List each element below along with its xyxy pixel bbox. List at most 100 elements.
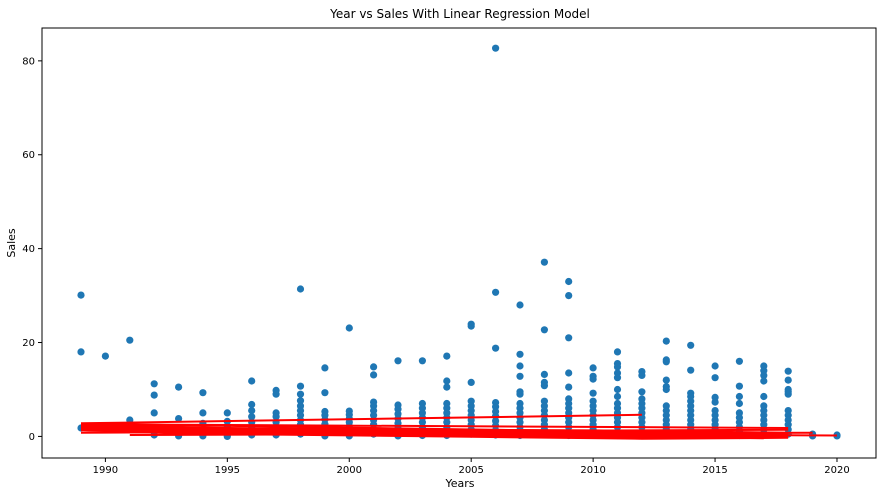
data-point [150, 409, 158, 417]
data-point [321, 364, 329, 372]
data-point [443, 377, 451, 385]
data-point [613, 385, 622, 394]
data-point [613, 374, 622, 382]
data-point [516, 390, 524, 398]
data-point [77, 291, 85, 299]
x-tick-label: 2010 [580, 465, 605, 476]
axes: 1990 1995 2000 2005 2010 2015 2020 0 20 40 60 80 [22, 27, 877, 476]
data-point [735, 382, 744, 390]
data-point [516, 301, 524, 309]
data-point [565, 292, 573, 300]
y-tick-label: 0 [29, 432, 35, 443]
data-point [248, 407, 256, 415]
data-point [589, 389, 597, 397]
data-point [540, 258, 549, 266]
data-point [687, 341, 695, 349]
data-point [516, 362, 524, 370]
data-point [296, 390, 305, 398]
data-point [443, 383, 451, 391]
data-point [784, 376, 792, 384]
x-tick-label: 2000 [337, 465, 362, 476]
data-point [638, 388, 646, 396]
data-point [540, 370, 549, 378]
data-point [516, 372, 524, 380]
data-point [565, 369, 573, 377]
data-point [345, 324, 353, 332]
data-point [760, 377, 768, 385]
data-point [418, 357, 426, 365]
data-point [760, 371, 768, 379]
data-point [565, 383, 573, 391]
data-point [467, 322, 475, 330]
data-point [296, 285, 305, 293]
chart-title: Year vs Sales With Linear Regression Mod… [329, 7, 590, 21]
data-point [370, 371, 378, 379]
data-point [589, 364, 597, 372]
data-point [565, 334, 573, 342]
data-point [613, 348, 622, 356]
x-tick-label: 2020 [824, 465, 849, 476]
data-point [760, 392, 768, 401]
x-tick-label: 2015 [702, 465, 727, 476]
data-point [394, 357, 402, 365]
data-point [492, 44, 500, 52]
x-tick-label: 1995 [215, 465, 240, 476]
data-point [540, 326, 549, 334]
data-point [321, 389, 329, 397]
data-point [223, 409, 231, 417]
data-point [516, 350, 524, 358]
data-point [589, 375, 597, 383]
data-point [662, 385, 670, 394]
data-point [711, 398, 719, 406]
data-point [638, 371, 646, 379]
data-point [833, 432, 841, 440]
data-point [711, 362, 719, 370]
data-point [296, 382, 305, 390]
y-tick-label: 60 [22, 150, 35, 161]
data-point [126, 336, 134, 344]
data-point [272, 413, 280, 421]
y-tick-label: 80 [22, 56, 35, 67]
data-point [272, 390, 280, 398]
data-point [370, 363, 378, 371]
data-point [613, 363, 622, 371]
regression-line [178, 426, 764, 440]
data-point [248, 400, 256, 409]
data-point [296, 397, 305, 405]
data-point [687, 366, 695, 374]
x-tick-label: 2005 [458, 465, 483, 476]
data-point [175, 415, 183, 423]
data-point [735, 392, 744, 401]
data-point [613, 392, 622, 401]
data-point [784, 390, 792, 398]
data-point [248, 413, 256, 421]
data-point [784, 367, 792, 375]
y-tick-label: 20 [22, 338, 35, 349]
data-point [662, 376, 670, 384]
data-point [662, 337, 670, 345]
data-point [492, 288, 500, 296]
y-axis-label: Sales [5, 228, 18, 258]
data-point [565, 277, 573, 286]
data-point [248, 377, 256, 385]
regression-line [80, 413, 642, 425]
x-axis-label: Years [444, 477, 474, 490]
data-point [467, 378, 475, 386]
data-point [101, 352, 109, 360]
data-point [150, 391, 158, 399]
data-point [77, 348, 85, 356]
plot-frame [41, 27, 877, 459]
data-point [711, 374, 719, 382]
regression-lines [80, 413, 838, 440]
data-point [735, 399, 744, 408]
data-point [150, 380, 158, 388]
data-point [735, 357, 744, 365]
y-tick-label: 40 [22, 244, 35, 255]
data-point [199, 409, 207, 417]
data-point [492, 344, 500, 352]
data-point [662, 358, 670, 366]
x-tick-label: 1990 [93, 465, 118, 476]
data-point [175, 383, 183, 391]
data-point [443, 352, 451, 360]
